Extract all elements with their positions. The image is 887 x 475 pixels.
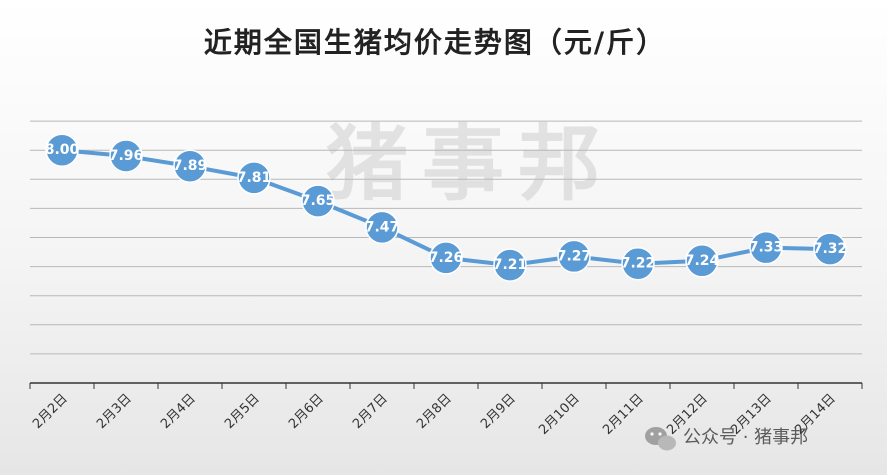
x-tick-label: 2月3日 <box>94 391 135 432</box>
data-label: 7.24 <box>685 253 720 269</box>
data-label: 7.22 <box>621 256 656 272</box>
data-label: 7.33 <box>749 240 784 256</box>
x-tick-label: 2月10日 <box>536 391 583 438</box>
data-point <box>365 210 399 245</box>
footer-watermark: 公众号 · 猪事邦 <box>645 427 808 451</box>
data-label: 7.32 <box>813 241 848 257</box>
footer-watermark-text: 公众号 · 猪事邦 <box>683 427 808 448</box>
chart-title: 近期全国生猪均价走势图（元/斤） <box>204 26 666 59</box>
watermark-text: 猪事邦 <box>326 117 614 212</box>
data-label: 7.81 <box>237 170 272 186</box>
data-point <box>173 149 207 183</box>
data-label: 7.89 <box>173 158 208 174</box>
data-point <box>621 246 655 281</box>
x-tick-label: 2月2日 <box>30 391 71 432</box>
data-label: 7.21 <box>493 257 528 273</box>
data-point <box>301 184 335 218</box>
data-labels: 8.00 7.96 7.89 7.81 7.65 7.47 7.26 7.21 7.27 7.22… <box>45 142 848 273</box>
data-label: 7.65 <box>301 193 336 209</box>
x-axis <box>29 382 863 389</box>
data-label: 8.00 <box>45 142 80 158</box>
data-point <box>813 232 847 266</box>
data-label: 7.26 <box>429 250 464 266</box>
gridlines <box>30 120 862 355</box>
series-layer <box>45 133 847 282</box>
data-label: 7.47 <box>365 219 400 235</box>
x-tick-label: 2月8日 <box>414 391 455 432</box>
data-point <box>557 239 591 274</box>
data-point <box>749 230 783 265</box>
data-label: 7.27 <box>557 248 592 264</box>
data-point <box>685 244 719 278</box>
data-point <box>237 161 271 195</box>
data-point <box>429 241 463 275</box>
x-tick-label: 2月4日 <box>158 391 199 432</box>
wechat-icon <box>645 427 676 451</box>
data-point <box>109 139 143 173</box>
data-point <box>45 133 79 167</box>
x-tick-label: 2月5日 <box>222 391 263 432</box>
x-tick-label: 2月6日 <box>286 391 327 432</box>
x-tick-label: 2月7日 <box>350 391 391 432</box>
data-point <box>493 248 527 282</box>
data-label: 7.96 <box>109 148 144 164</box>
x-tick-label: 2月9日 <box>478 391 519 432</box>
x-tick-label: 2月11日 <box>600 391 647 438</box>
